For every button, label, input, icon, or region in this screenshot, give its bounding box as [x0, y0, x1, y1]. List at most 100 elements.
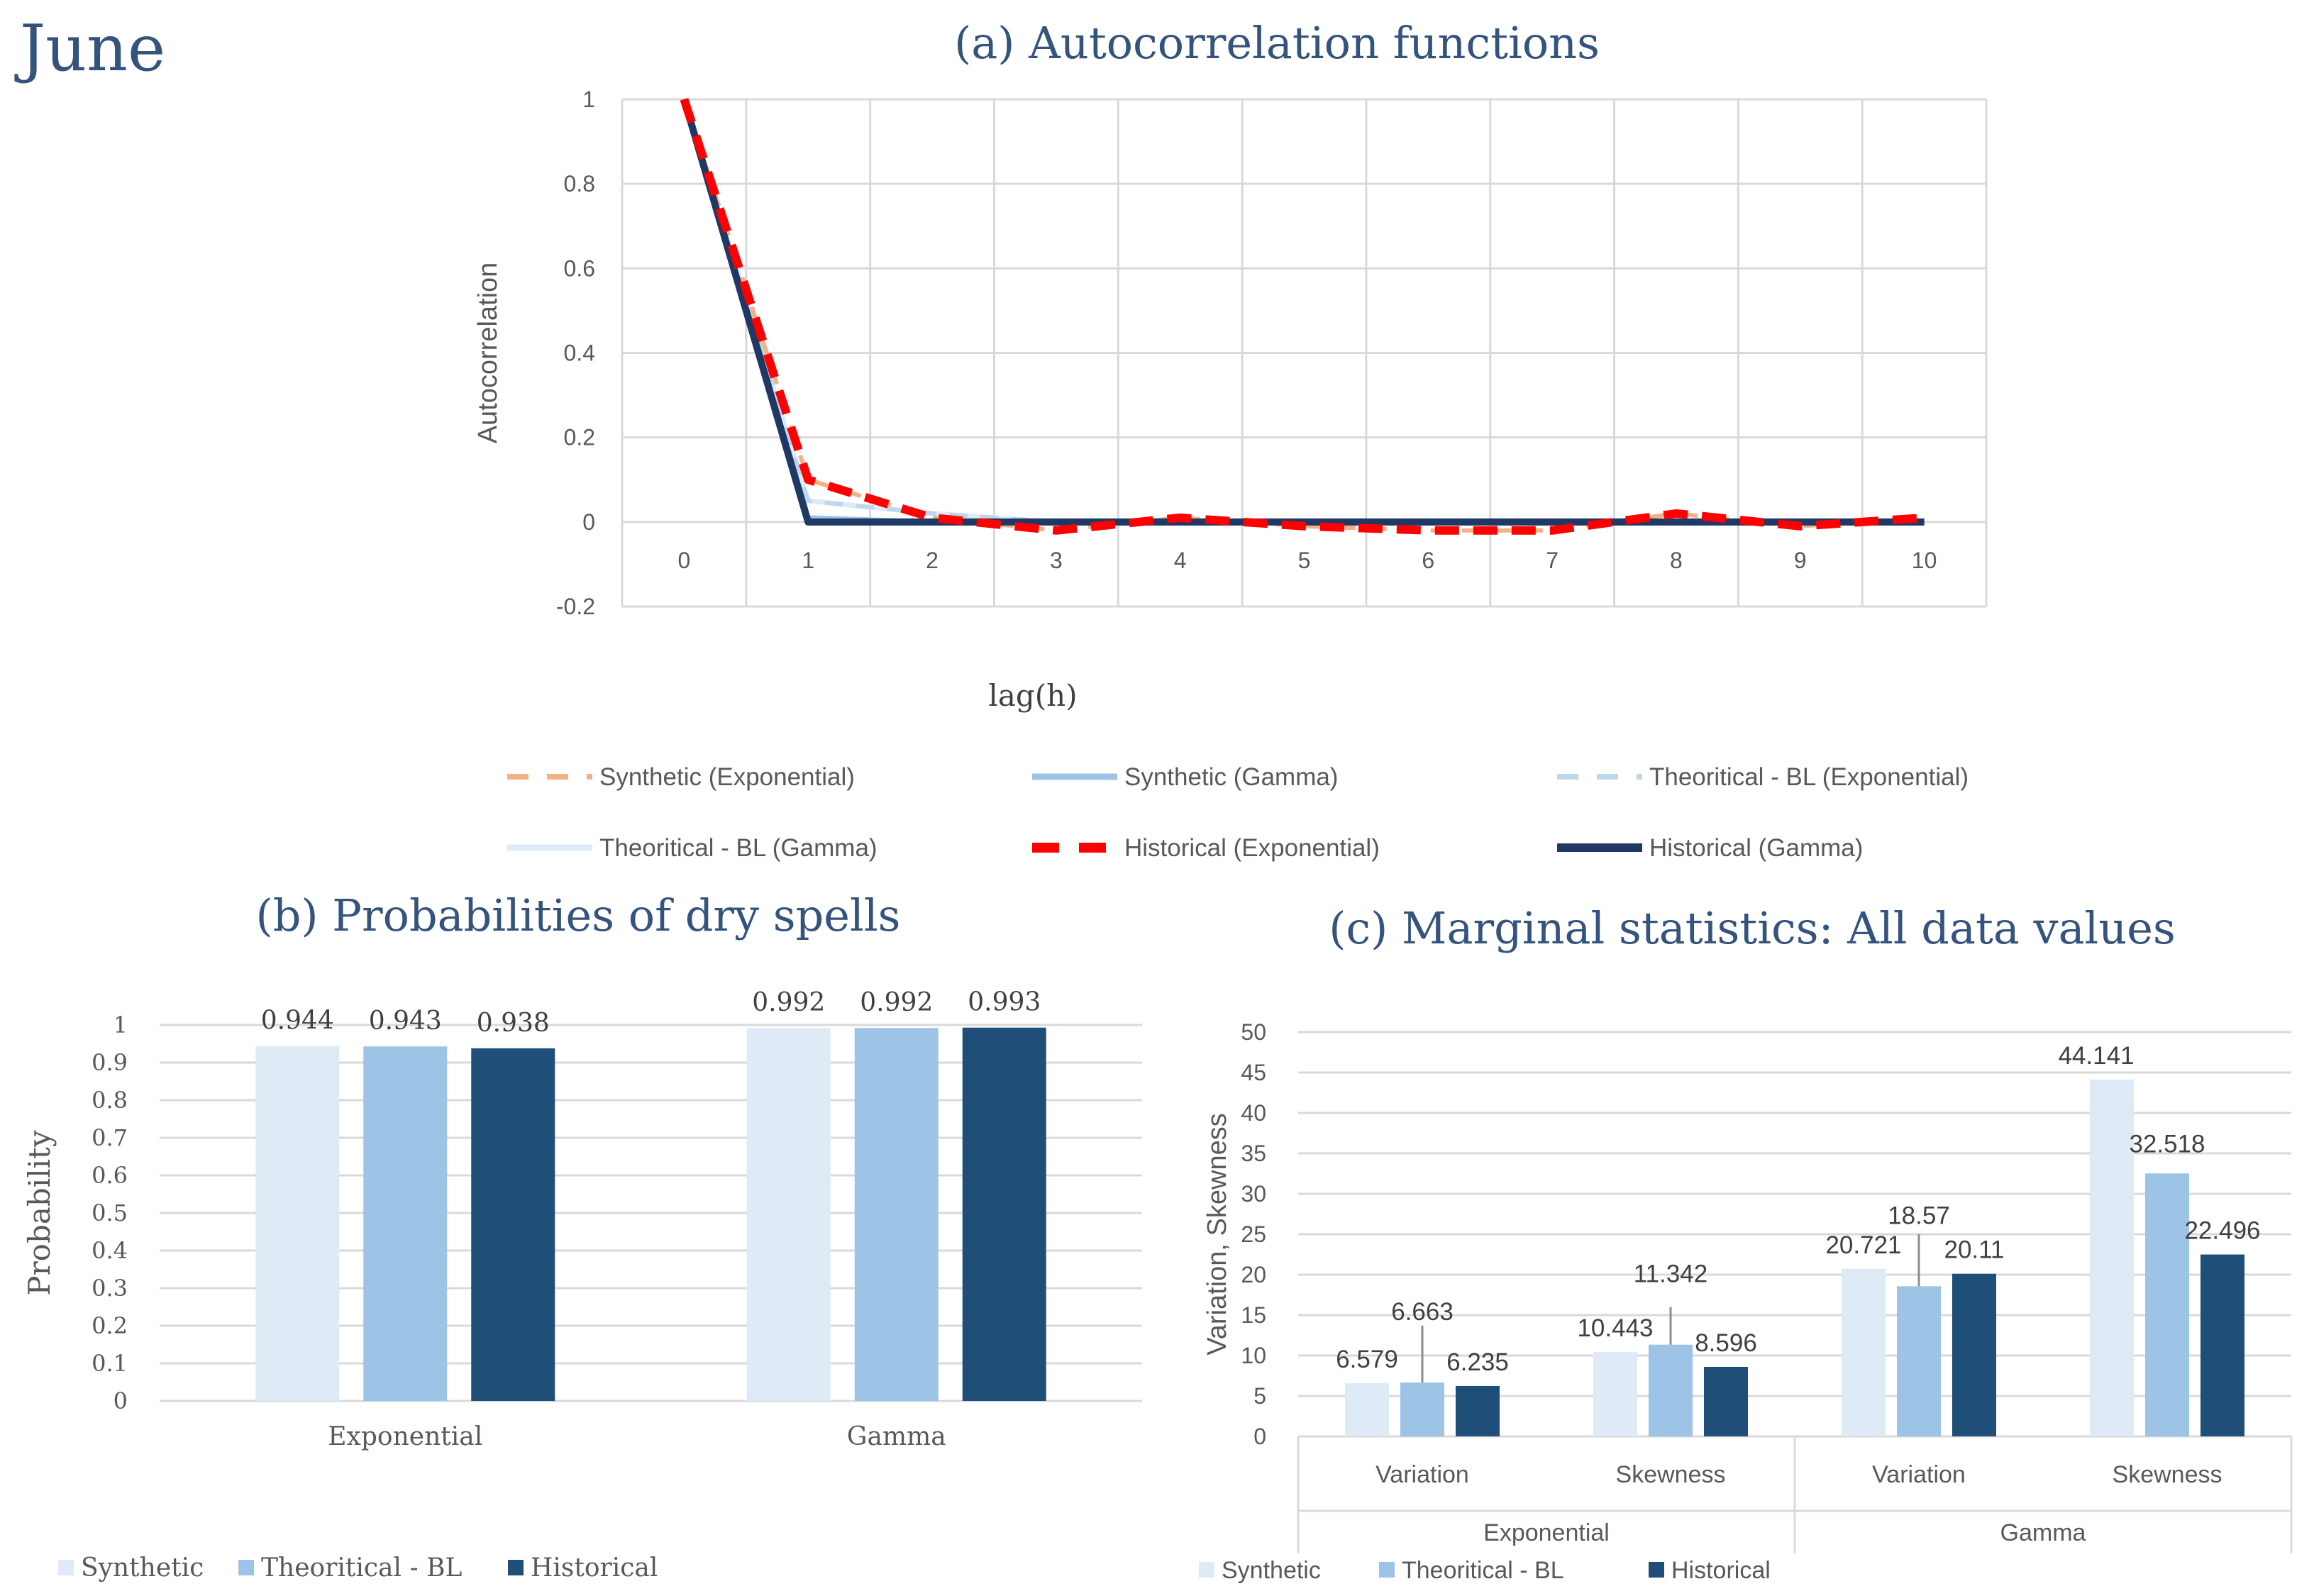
marg-y-tick-label: 15	[1241, 1302, 1266, 1328]
dry-legend-swatch	[238, 1560, 254, 1575]
dry-y-tick-label: 0.8	[92, 1087, 128, 1114]
dry-y-tick-label: 0.3	[92, 1275, 128, 1302]
marginal-stats-chart: (c) Marginal statistics: All data values…	[1199, 902, 2293, 1584]
acf-legend-label: Historical (Exponential)	[1124, 834, 1380, 862]
dry-y-tick-label: 0.9	[92, 1049, 128, 1076]
marg-bar	[2145, 1173, 2189, 1436]
acf-x-tick-label: 0	[678, 548, 691, 573]
marg-bar	[1952, 1273, 1996, 1436]
acf-x-tick-label: 5	[1298, 548, 1311, 573]
marg-y-tick-label: 30	[1241, 1181, 1266, 1207]
acf-legend-label: Synthetic (Exponential)	[599, 763, 855, 791]
acf-x-tick-label: 1	[802, 548, 814, 573]
marg-y-axis-label: Variation, Skewness	[1202, 1113, 1232, 1355]
dry-y-tick-label: 0.5	[92, 1199, 128, 1226]
marg-data-label: 6.235	[1446, 1348, 1509, 1376]
marg-data-label: 18.57	[1888, 1202, 1950, 1229]
dry-bar	[471, 1048, 555, 1401]
acf-x-tick-label: 7	[1546, 548, 1559, 573]
marg-data-label: 44.141	[2058, 1042, 2134, 1070]
marg-y-tick-label: 45	[1241, 1060, 1266, 1085]
marg-y-tick-label: 10	[1241, 1343, 1266, 1368]
marg-bar	[1649, 1344, 1693, 1436]
marg-category-label: Variation	[1872, 1461, 1966, 1488]
dry-legend-label: Synthetic	[81, 1553, 204, 1583]
dry-legend-swatch	[58, 1560, 74, 1575]
dry-y-tick-label: 0	[114, 1387, 128, 1414]
marg-legend-label: Theoritical - BL	[1402, 1557, 1564, 1584]
dry-data-label: 0.993	[968, 988, 1041, 1017]
marg-y-tick-label: 40	[1241, 1100, 1266, 1126]
acf-chart: (a) Autocorrelation functions -0.2 0 0.2 0.4…	[473, 17, 1988, 862]
dry-legend-label: Theoritical - BL	[261, 1553, 463, 1583]
page-label: June	[20, 11, 166, 86]
marg-bar	[1842, 1268, 1886, 1436]
acf-x-tick-label: 9	[1794, 548, 1807, 573]
dry-bar	[854, 1028, 939, 1401]
dry-data-label: 0.943	[369, 1007, 442, 1036]
dry-data-label: 0.992	[752, 988, 825, 1017]
marg-data-label: 20.721	[1825, 1231, 1901, 1259]
marg-bar	[1593, 1351, 1637, 1436]
marg-category-label: Skewness	[2113, 1461, 2222, 1488]
marg-legend-swatch	[1379, 1562, 1395, 1578]
acf-y-tick-label: 0.6	[564, 255, 595, 281]
acf-y-tick-label: 0.4	[564, 340, 595, 366]
dry-y-tick-label: 0.4	[92, 1237, 128, 1264]
dry-data-label: 0.944	[261, 1007, 334, 1036]
marg-category-label: Variation	[1375, 1461, 1469, 1488]
marg-data-label: 11.342	[1634, 1260, 1707, 1288]
marg-bar	[1897, 1286, 1941, 1436]
acf-y-tick-label: 0.2	[564, 425, 595, 450]
acf-legend-label: Synthetic (Gamma)	[1124, 763, 1338, 791]
acf-y-tick-label: 1	[582, 87, 595, 112]
dry-y-tick-label: 0.1	[92, 1350, 128, 1377]
marg-title: (c) Marginal statistics: All data values	[1329, 902, 2176, 954]
dry-y-tick-label: 0.6	[92, 1162, 128, 1189]
dry-bar	[962, 1027, 1046, 1401]
marg-y-tick-label: 0	[1253, 1424, 1266, 1449]
dry-bar	[746, 1028, 831, 1401]
acf-y-tick-label: 0.8	[564, 171, 595, 196]
marg-y-tick-label: 50	[1241, 1019, 1266, 1045]
marg-y-tick-label: 35	[1241, 1141, 1266, 1166]
marg-y-tick-label: 20	[1241, 1262, 1266, 1287]
acf-x-tick-label: 3	[1050, 548, 1063, 573]
marg-data-label: 6.663	[1391, 1298, 1454, 1326]
acf-y-tick-label: -0.2	[556, 594, 595, 619]
dry-legend-label: Historical	[531, 1553, 658, 1583]
dry-y-tick-label: 0.7	[92, 1124, 128, 1151]
acf-x-tick-label: 6	[1422, 548, 1434, 573]
marg-legend-swatch	[1199, 1562, 1214, 1578]
dry-bar	[363, 1046, 448, 1401]
marg-bar	[2200, 1254, 2244, 1436]
marg-data-label: 20.11	[1944, 1236, 2005, 1264]
acf-legend-label: Theoritical - BL (Gamma)	[599, 834, 878, 862]
marg-bar	[2090, 1079, 2134, 1436]
dry-spell-chart: (b) Probabilities of dry spells 0 0.1 0.2 0.…	[22, 890, 1142, 1583]
marg-legend-swatch	[1649, 1562, 1664, 1578]
dry-category-label: Gamma	[847, 1422, 946, 1451]
marg-data-label: 22.496	[2184, 1217, 2260, 1245]
acf-series-line	[680, 98, 1925, 535]
marg-legend-label: Historical	[1671, 1557, 1771, 1584]
dry-data-label: 0.938	[477, 1009, 550, 1038]
acf-y-tick-label: 0	[582, 509, 595, 535]
acf-x-tick-label: 10	[1912, 548, 1937, 573]
marg-group-label: Exponential	[1483, 1519, 1610, 1546]
acf-legend-label: Theoritical - BL (Exponential)	[1649, 763, 1969, 791]
marg-legend-label: Synthetic	[1222, 1557, 1321, 1584]
marg-y-tick-label: 5	[1253, 1383, 1266, 1409]
acf-x-tick-label: 8	[1670, 548, 1683, 573]
acf-x-axis-label: lag(h)	[988, 678, 1077, 713]
marg-bar	[1704, 1367, 1748, 1436]
dry-y-tick-label: 0.2	[92, 1312, 128, 1339]
marg-y-tick-label: 25	[1241, 1221, 1266, 1247]
marg-bar	[1400, 1382, 1444, 1436]
dry-data-label: 0.992	[860, 988, 933, 1017]
dry-category-label: Exponential	[328, 1422, 482, 1451]
acf-x-tick-label: 4	[1174, 548, 1187, 573]
marg-bar	[1456, 1385, 1500, 1436]
dry-title: (b) Probabilities of dry spells	[256, 890, 901, 941]
dry-bar	[255, 1046, 340, 1401]
